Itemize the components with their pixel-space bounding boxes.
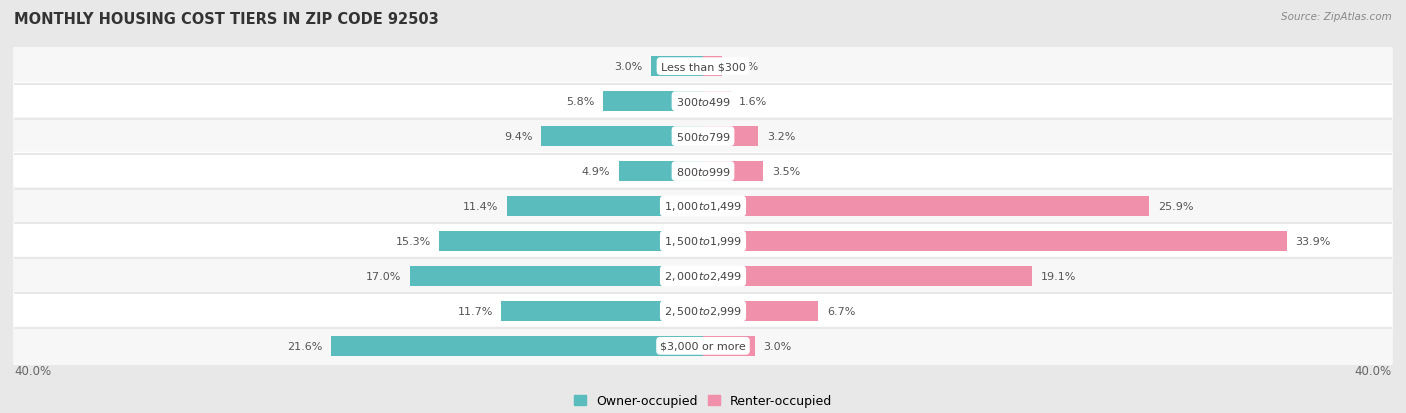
Text: 9.4%: 9.4% bbox=[503, 132, 533, 142]
Text: 3.2%: 3.2% bbox=[766, 132, 796, 142]
Text: 3.5%: 3.5% bbox=[772, 166, 800, 177]
Text: 11.4%: 11.4% bbox=[463, 202, 498, 211]
Bar bbox=[703, 197, 1149, 216]
FancyBboxPatch shape bbox=[13, 222, 1393, 261]
Text: 21.6%: 21.6% bbox=[287, 341, 322, 351]
Bar bbox=[703, 266, 1032, 286]
FancyBboxPatch shape bbox=[13, 48, 1393, 86]
Bar bbox=[703, 57, 721, 77]
Text: Less than $300: Less than $300 bbox=[661, 62, 745, 72]
Text: 40.0%: 40.0% bbox=[1355, 364, 1392, 377]
Text: $300 to $499: $300 to $499 bbox=[675, 96, 731, 108]
Text: 25.9%: 25.9% bbox=[1157, 202, 1194, 211]
FancyBboxPatch shape bbox=[13, 118, 1393, 156]
Text: 11.7%: 11.7% bbox=[457, 306, 494, 316]
Bar bbox=[411, 266, 703, 286]
FancyBboxPatch shape bbox=[13, 327, 1393, 365]
Bar bbox=[603, 92, 703, 112]
Bar bbox=[330, 336, 703, 356]
Bar bbox=[703, 127, 758, 147]
FancyBboxPatch shape bbox=[13, 188, 1393, 225]
Text: Source: ZipAtlas.com: Source: ZipAtlas.com bbox=[1281, 12, 1392, 22]
Text: 1.1%: 1.1% bbox=[731, 62, 759, 72]
Text: MONTHLY HOUSING COST TIERS IN ZIP CODE 92503: MONTHLY HOUSING COST TIERS IN ZIP CODE 9… bbox=[14, 12, 439, 27]
FancyBboxPatch shape bbox=[13, 83, 1393, 121]
Bar bbox=[703, 231, 1286, 252]
Text: 19.1%: 19.1% bbox=[1040, 271, 1076, 281]
Text: 1.6%: 1.6% bbox=[740, 97, 768, 107]
Text: 5.8%: 5.8% bbox=[567, 97, 595, 107]
Text: $2,000 to $2,499: $2,000 to $2,499 bbox=[664, 270, 742, 283]
Text: 17.0%: 17.0% bbox=[366, 271, 402, 281]
Text: $3,000 or more: $3,000 or more bbox=[661, 341, 745, 351]
FancyBboxPatch shape bbox=[13, 292, 1393, 330]
Bar bbox=[541, 127, 703, 147]
Bar bbox=[703, 301, 818, 321]
Bar bbox=[440, 231, 703, 252]
Bar bbox=[703, 161, 763, 182]
FancyBboxPatch shape bbox=[13, 257, 1393, 295]
Text: 33.9%: 33.9% bbox=[1295, 236, 1331, 247]
Bar bbox=[703, 92, 731, 112]
Legend: Owner-occupied, Renter-occupied: Owner-occupied, Renter-occupied bbox=[574, 394, 832, 408]
Text: $1,500 to $1,999: $1,500 to $1,999 bbox=[664, 235, 742, 248]
Bar bbox=[651, 57, 703, 77]
FancyBboxPatch shape bbox=[13, 152, 1393, 191]
Bar bbox=[703, 336, 755, 356]
Text: 3.0%: 3.0% bbox=[614, 62, 643, 72]
Text: 15.3%: 15.3% bbox=[395, 236, 430, 247]
Bar bbox=[506, 197, 703, 216]
Text: $1,000 to $1,499: $1,000 to $1,499 bbox=[664, 200, 742, 213]
Text: $2,500 to $2,999: $2,500 to $2,999 bbox=[664, 305, 742, 318]
Text: 4.9%: 4.9% bbox=[582, 166, 610, 177]
Text: $800 to $999: $800 to $999 bbox=[675, 166, 731, 178]
Text: 3.0%: 3.0% bbox=[763, 341, 792, 351]
Bar bbox=[502, 301, 703, 321]
Text: $500 to $799: $500 to $799 bbox=[675, 131, 731, 143]
Text: 40.0%: 40.0% bbox=[14, 364, 51, 377]
Bar bbox=[619, 161, 703, 182]
Text: 6.7%: 6.7% bbox=[827, 306, 855, 316]
